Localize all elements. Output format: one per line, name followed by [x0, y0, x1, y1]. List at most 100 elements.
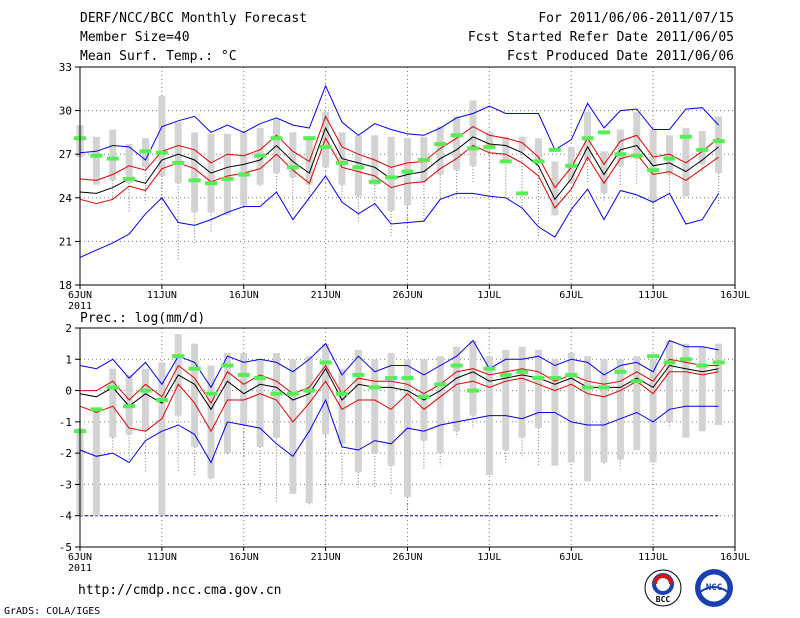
observation-marker [303, 136, 316, 141]
observation-marker [270, 136, 283, 141]
ensemble-box [518, 136, 526, 152]
ensemble-box [125, 144, 133, 184]
observation-marker [499, 159, 512, 164]
y-tick-label: 2 [65, 322, 72, 335]
observation-marker [254, 376, 267, 381]
x-tick-label: 1JUL [477, 552, 501, 563]
series-line-mean [79, 126, 719, 201]
observation-marker [385, 175, 398, 180]
observation-marker [286, 391, 299, 396]
observation-marker [630, 379, 643, 384]
observation-marker [598, 385, 610, 390]
x-tick-sublabel: 2011 [68, 301, 92, 312]
x-tick-label: 6JUL [559, 290, 583, 301]
member-size-label: Member Size=40 [80, 30, 190, 45]
observation-marker [483, 366, 496, 371]
observation-marker [647, 168, 660, 173]
observation-marker [581, 385, 594, 390]
precipitation-panel-title: Prec.: log(mm/d) [80, 311, 205, 326]
observation-marker [598, 130, 610, 135]
ensemble-box [715, 343, 723, 425]
ensemble-box [436, 356, 444, 454]
ensemble-box [649, 359, 657, 463]
x-tick-label: 16JUL [720, 290, 750, 301]
x-tick-label: 26JUN [392, 290, 422, 301]
series-line-outer [79, 84, 719, 161]
observation-marker [679, 134, 692, 139]
x-tick-label: 16JUN [229, 290, 259, 301]
series-line-outer [79, 398, 719, 464]
observation-marker [581, 136, 594, 141]
observation-marker [630, 153, 643, 158]
observation-marker [303, 388, 316, 393]
observation-marker [155, 150, 168, 155]
ensemble-box [273, 119, 280, 174]
observation-marker [139, 388, 152, 393]
observation-marker [205, 181, 217, 186]
x-tick-label: 16JUN [229, 552, 259, 563]
ensemble-box [305, 356, 313, 504]
ensemble-box [371, 359, 379, 454]
observation-marker [368, 385, 381, 390]
ensemble-box [502, 136, 510, 162]
series-line-inner [79, 371, 719, 433]
ensemble-box [567, 353, 575, 463]
observation-marker [352, 372, 365, 377]
observation-marker [237, 372, 250, 377]
ensemble-box [158, 96, 166, 176]
y-tick-label: -5 [59, 541, 72, 554]
series-line-inner [79, 137, 719, 209]
ensemble-box [469, 340, 477, 416]
ensemble-box [666, 135, 673, 175]
series-line-mean [79, 364, 719, 411]
ensemble-box [240, 132, 248, 206]
x-tick-label: 21JUN [311, 552, 341, 563]
observation-marker [352, 165, 365, 170]
observation-marker [663, 360, 676, 365]
observation-marker [319, 360, 332, 365]
ensemble-box [502, 349, 510, 451]
observation-marker [172, 160, 185, 165]
y-tick-label: 21 [59, 235, 72, 248]
ensemble-box [240, 353, 248, 425]
observation-marker [499, 372, 512, 377]
ensemble-box [109, 129, 117, 181]
y-tick-label: 33 [59, 61, 72, 74]
observation-marker [663, 156, 676, 161]
observation-marker [188, 366, 201, 371]
ensemble-box [535, 349, 542, 429]
ensemble-box [289, 132, 297, 178]
observation-marker [516, 191, 529, 196]
ensemble-box [354, 349, 362, 472]
ensemble-box [174, 122, 182, 184]
observation-marker [712, 139, 725, 144]
y-tick-label: 18 [59, 279, 72, 292]
observation-marker [450, 363, 463, 368]
ensemble-box [518, 346, 526, 438]
observation-marker [401, 376, 414, 381]
x-tick-label: 11JUN [147, 290, 177, 301]
observation-marker [237, 172, 250, 177]
y-tick-label: -1 [59, 416, 72, 429]
observation-marker [696, 147, 709, 152]
observation-marker [368, 179, 381, 184]
observation-marker [336, 160, 348, 165]
observation-marker [696, 363, 709, 368]
observation-marker [254, 153, 267, 158]
source-url: http://cmdp.ncc.cma.gov.cn [78, 583, 282, 598]
observation-marker [417, 394, 430, 399]
observation-marker [548, 376, 561, 381]
observation-marker [467, 146, 479, 151]
ensemble-box [109, 368, 117, 438]
ensemble-box [616, 129, 624, 166]
y-tick-label: 24 [59, 192, 73, 205]
observation-marker [205, 391, 217, 396]
ensemble-box [223, 353, 231, 454]
ensemble-box [322, 343, 330, 435]
forecast-start-date: Fcst Started Refer Date 2011/06/05 [468, 30, 734, 45]
ensemble-box [453, 346, 461, 432]
ensemble-box [633, 356, 641, 451]
ensemble-box [338, 368, 346, 444]
